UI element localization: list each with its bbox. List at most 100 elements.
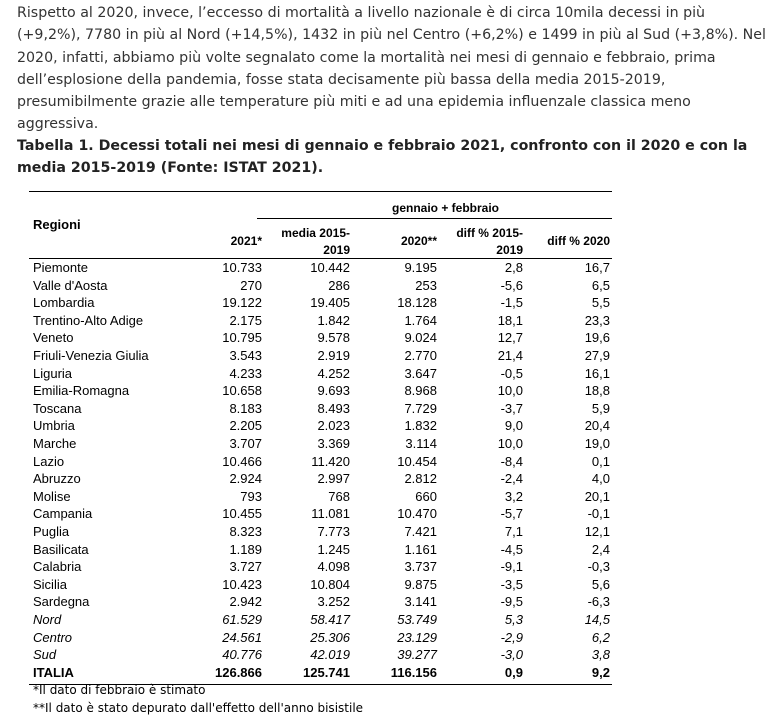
value-cell: 2,8 bbox=[504, 260, 523, 275]
value-cell: 1.832 bbox=[404, 418, 437, 434]
value-cell: 16,1 bbox=[584, 365, 610, 381]
value-cell: 14,5 bbox=[584, 612, 610, 627]
region-cell: Calabria bbox=[33, 559, 82, 575]
value-cell: 793 bbox=[240, 488, 262, 504]
value-cell: 19.405 bbox=[310, 295, 350, 311]
column-header: media 2015-2019 bbox=[281, 226, 350, 257]
value-cell: -0,1 bbox=[587, 506, 610, 522]
value-cell: 53.749 bbox=[397, 612, 437, 627]
value-cell: 3.369 bbox=[317, 436, 350, 451]
value-cell: 7,1 bbox=[504, 524, 523, 539]
footnote: *Il dato di febbraio è stimato bbox=[33, 683, 206, 697]
value-cell: 12,7 bbox=[497, 330, 523, 346]
value-cell: 3.647 bbox=[404, 365, 437, 381]
value-cell: -9,1 bbox=[500, 559, 523, 575]
value-cell: 20,4 bbox=[584, 418, 610, 434]
value-cell: 19.122 bbox=[222, 295, 262, 311]
value-cell: 253 bbox=[415, 277, 437, 293]
value-cell: 11.420 bbox=[311, 453, 350, 469]
value-cell: 2.919 bbox=[317, 348, 350, 363]
value-cell: -0,3 bbox=[587, 559, 610, 575]
value-cell: 660 bbox=[415, 488, 437, 504]
table: gennaio + febbraio Regioni 2021* media 201… bbox=[29, 191, 612, 685]
value-cell: 8.493 bbox=[317, 400, 350, 416]
value-cell: 270 bbox=[240, 277, 262, 293]
value-cell: 61.529 bbox=[222, 612, 262, 627]
value-cell: 10,0 bbox=[497, 436, 523, 451]
value-cell: 3.737 bbox=[404, 559, 437, 575]
value-cell: 5,9 bbox=[591, 400, 610, 416]
value-cell: 42.019 bbox=[310, 647, 350, 663]
region-cell: Campania bbox=[33, 506, 93, 522]
value-cell: 12,1 bbox=[584, 524, 610, 539]
value-cell: 58.417 bbox=[310, 612, 350, 627]
value-cell: 768 bbox=[328, 488, 350, 504]
region-cell: Abruzzo bbox=[33, 471, 81, 487]
value-cell: 2.924 bbox=[229, 471, 262, 487]
region-cell: Friuli-Venezia Giulia bbox=[33, 348, 149, 363]
value-cell: 2.175 bbox=[229, 312, 262, 328]
value-cell: 9,0 bbox=[504, 418, 523, 434]
column-header: diff % 2020 bbox=[547, 234, 610, 248]
value-cell: 25.306 bbox=[310, 629, 350, 645]
value-cell: 2.205 bbox=[229, 418, 262, 434]
value-cell: -5,7 bbox=[500, 506, 523, 522]
value-cell: 4.252 bbox=[317, 365, 350, 381]
region-cell: Umbria bbox=[33, 418, 75, 434]
value-cell: 9.875 bbox=[404, 576, 437, 592]
value-cell: 1.764 bbox=[404, 312, 437, 328]
value-cell: 10,0 bbox=[497, 383, 523, 399]
value-cell: 1.161 bbox=[404, 541, 437, 557]
value-cell: 10.804 bbox=[310, 576, 350, 592]
value-cell: 1.245 bbox=[317, 541, 350, 557]
value-cell: -6,3 bbox=[587, 594, 610, 610]
value-cell: 2.812 bbox=[404, 471, 437, 487]
value-cell: 27,9 bbox=[584, 348, 610, 363]
column-header: 2021* bbox=[230, 234, 262, 248]
value-cell: 7.729 bbox=[404, 400, 437, 416]
value-cell: 2.023 bbox=[317, 418, 350, 434]
value-cell: 2.997 bbox=[317, 471, 350, 487]
value-cell: 21,4 bbox=[497, 348, 523, 363]
value-cell: 2,4 bbox=[591, 541, 610, 557]
column-header: Regioni bbox=[33, 217, 81, 232]
value-cell: 40.776 bbox=[222, 647, 262, 663]
value-cell: 10.423 bbox=[222, 576, 262, 592]
rule bbox=[29, 258, 612, 259]
region-cell: Piemonte bbox=[33, 260, 88, 275]
value-cell: 5,3 bbox=[504, 612, 523, 627]
value-cell: 0,9 bbox=[504, 664, 523, 680]
value-cell: 23.129 bbox=[397, 629, 437, 645]
value-cell: 6,2 bbox=[591, 629, 610, 645]
value-cell: 2.770 bbox=[404, 348, 437, 363]
value-cell: 3.707 bbox=[229, 436, 262, 451]
value-cell: 7.773 bbox=[317, 524, 350, 539]
value-cell: 18,8 bbox=[584, 383, 610, 399]
region-cell: Sud bbox=[33, 647, 57, 663]
value-cell: 5,5 bbox=[591, 295, 610, 311]
value-cell: 20,1 bbox=[584, 488, 610, 504]
region-cell: Puglia bbox=[33, 524, 70, 539]
region-cell: Lombardia bbox=[33, 295, 95, 311]
value-cell: 2.942 bbox=[229, 594, 262, 610]
region-cell: Emilia-Romagna bbox=[33, 383, 130, 399]
value-cell: 3,2 bbox=[504, 488, 523, 504]
region-cell: Sicilia bbox=[33, 576, 67, 592]
value-cell: 3.543 bbox=[229, 348, 262, 363]
value-cell: 8.968 bbox=[404, 383, 437, 399]
value-cell: -9,5 bbox=[500, 594, 523, 610]
value-cell: 9.024 bbox=[404, 330, 437, 346]
footnotes: *Il dato di febbraio è stimato **Il dato… bbox=[33, 681, 363, 717]
value-cell: 11.081 bbox=[311, 506, 350, 522]
value-cell: 3,8 bbox=[591, 647, 610, 663]
value-cell: -1,5 bbox=[500, 295, 523, 311]
value-cell: 125.741 bbox=[303, 664, 350, 680]
region-cell: Veneto bbox=[33, 330, 74, 346]
value-cell: -5,6 bbox=[500, 277, 523, 293]
value-cell: 6,5 bbox=[591, 277, 610, 293]
region-cell: Basilicata bbox=[33, 541, 89, 557]
value-cell: 9,2 bbox=[591, 664, 610, 680]
value-cell: 10.466 bbox=[222, 453, 262, 469]
value-cell: 10.442 bbox=[310, 260, 350, 275]
